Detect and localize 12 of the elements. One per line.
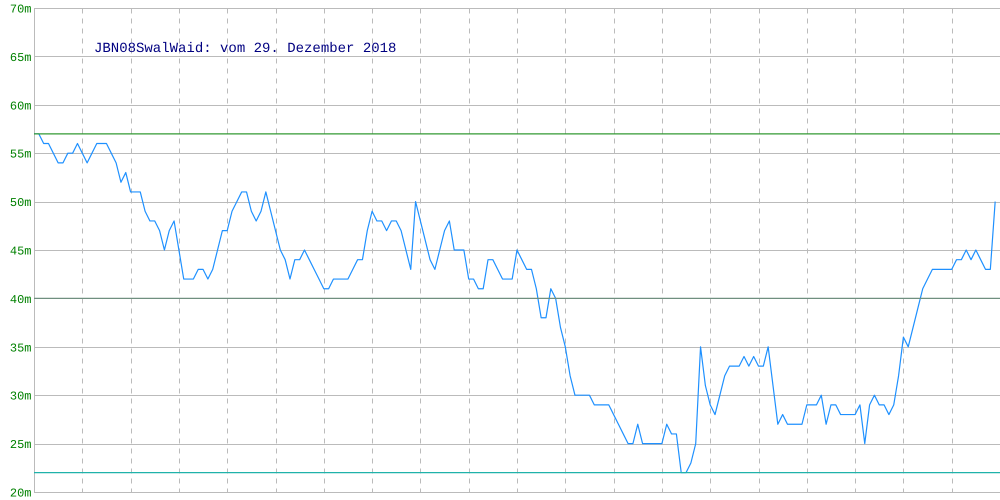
y-tick-label: 20m [10,486,32,500]
y-tick-label: 45m [10,244,32,258]
y-tick-label: 65m [10,50,32,65]
y-tick-label: 60m [10,99,32,114]
y-tick-label: 30m [10,390,32,404]
y-tick-label: 25m [10,438,32,452]
text: JBN08SwalWaid: vom 29. Dezember 2018 [94,41,396,57]
y-tick-label: 55m [10,148,32,162]
y-tick-label: 40m [10,292,32,307]
y-tick-label: 50m [10,196,32,210]
y-tick-label: 35m [10,341,32,356]
y-tick-label: 70m [10,2,32,16]
